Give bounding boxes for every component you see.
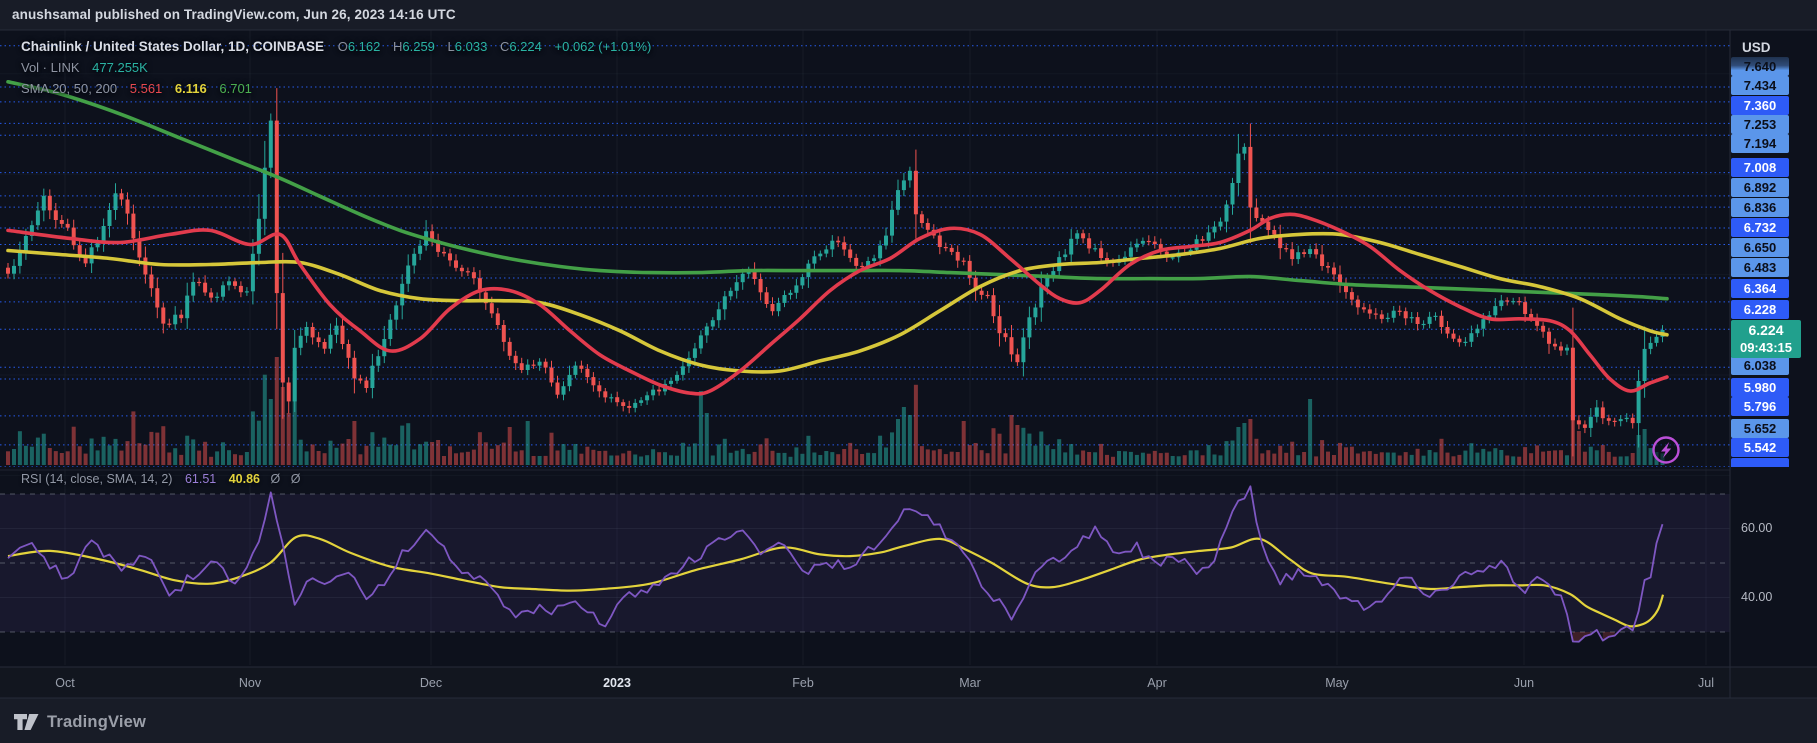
price-level-label[interactable]: 7.253	[1731, 114, 1789, 134]
sma20-line	[6, 212, 1669, 396]
rsi-legend: RSI (14, close, SMA, 14, 2) 61.51 40.86 …	[21, 472, 300, 486]
sma200-value: 6.701	[219, 81, 252, 96]
publish-info: anushsamal published on TradingView.com,…	[12, 7, 456, 22]
candlestick-series	[6, 88, 1665, 457]
price-level-label[interactable]: 6.836	[1731, 197, 1789, 217]
price-level-label[interactable]: 6.228	[1731, 299, 1789, 319]
volume-label[interactable]: Vol · LINK	[21, 60, 80, 75]
volume-row: Vol · LINK 477.255K	[21, 57, 651, 78]
rsi-axis-label: 40.00	[1741, 589, 1773, 604]
publish-bar: anushsamal published on TradingView.com,…	[0, 0, 1817, 30]
price-level-label[interactable]: 5.796	[1731, 396, 1789, 416]
bar-countdown: 09:43:15	[1739, 340, 1793, 355]
rsi-value: 61.51	[184, 472, 217, 486]
sma20-value: 5.561	[129, 81, 163, 96]
volume-series	[6, 357, 1665, 465]
time-axis-label[interactable]: Feb	[792, 676, 814, 690]
tradingview-logo-icon[interactable]	[13, 711, 40, 733]
price-level-label[interactable]: 6.038	[1731, 355, 1789, 375]
price-level-label[interactable]: 6.650	[1731, 237, 1789, 257]
current-price-label[interactable]: 6.224 09:43:15	[1731, 320, 1801, 358]
sma-row: SMA 20, 50, 200 5.561 6.116 6.701	[21, 78, 651, 99]
time-axis-label[interactable]: May	[1325, 676, 1349, 690]
price-level-label[interactable]: 5.652	[1731, 418, 1789, 438]
symbol-title[interactable]: Chainlink / United States Dollar, 1D, CO…	[21, 39, 325, 54]
rsi-phi-1: Ø	[270, 472, 281, 486]
currency-label: USD	[1742, 40, 1771, 55]
price-level-label-clipped[interactable]	[1731, 458, 1789, 467]
price-axis[interactable]: USD 7.640 7.434 7.360 7.253 7.194 7.008 6.892 6…	[1730, 30, 1817, 698]
volume-value: 477.255K	[92, 60, 148, 75]
open-label: O	[337, 39, 348, 54]
chart-legend: Chainlink / United States Dollar, 1D, CO…	[21, 36, 651, 99]
high-label: H	[392, 39, 403, 54]
price-level-label[interactable]: 5.542	[1731, 437, 1789, 457]
tradingview-logo-text[interactable]: TradingView	[47, 712, 147, 731]
price-level-label[interactable]: 6.483	[1731, 257, 1789, 277]
sma200-line	[6, 80, 1669, 301]
close-label: C	[499, 39, 510, 54]
rsi-label[interactable]: RSI (14, close, SMA, 14, 2)	[21, 472, 173, 486]
price-level-label[interactable]: 7.434	[1731, 75, 1789, 95]
time-axis-label[interactable]: Dec	[419, 676, 443, 690]
close-value: 6.224	[509, 39, 542, 54]
time-axis-label[interactable]: Oct	[55, 676, 75, 690]
time-axis[interactable]: Oct Nov Dec 2023 Feb Mar Apr May Jun Jul	[0, 667, 1730, 698]
flash-icon[interactable]	[1652, 436, 1680, 464]
price-pane	[0, 45, 1730, 467]
price-level-label[interactable]: 7.360	[1731, 95, 1789, 115]
time-axis-label[interactable]: Nov	[238, 676, 262, 690]
time-axis-label[interactable]: Apr	[1147, 676, 1167, 690]
price-level-label[interactable]: 6.732	[1731, 217, 1789, 237]
price-level-label[interactable]: 6.364	[1731, 278, 1789, 298]
price-level-label[interactable]: 7.194	[1731, 133, 1789, 153]
open-value: 6.162	[347, 39, 381, 54]
low-label: L	[447, 39, 455, 54]
price-level-label[interactable]: 6.892	[1731, 177, 1789, 197]
rsi-axis-label: 60.00	[1741, 520, 1773, 535]
sma50-line	[6, 231, 1669, 374]
time-axis-label[interactable]: 2023	[603, 676, 631, 690]
time-axis-label[interactable]: Jul	[1698, 676, 1714, 690]
rsi-phi-2: Ø	[290, 472, 301, 486]
gridlines	[0, 30, 1730, 665]
rsi-line	[7, 485, 1664, 643]
footer: TradingView	[13, 709, 146, 735]
price-level-label[interactable]: 7.008	[1731, 157, 1789, 177]
price-level-label[interactable]: 5.980	[1731, 377, 1789, 397]
price-level-label[interactable]: 7.640	[1731, 56, 1789, 76]
sma-label[interactable]: SMA 20, 50, 200	[21, 81, 118, 96]
time-axis-label[interactable]: Jun	[1513, 676, 1535, 690]
sma50-value: 6.116	[174, 81, 207, 96]
time-axis-label[interactable]: Mar	[959, 676, 981, 690]
change-value: +0.062 (+1.01%)	[554, 39, 652, 54]
symbol-row: Chainlink / United States Dollar, 1D, CO…	[21, 36, 651, 57]
current-price: 6.224	[1748, 322, 1784, 338]
rsi-ma-value: 40.86	[228, 472, 260, 486]
high-value: 6.259	[402, 39, 435, 54]
rsi-pane	[0, 485, 1730, 643]
low-value: 6.033	[454, 39, 488, 54]
rsi-ma-line	[7, 534, 1665, 628]
